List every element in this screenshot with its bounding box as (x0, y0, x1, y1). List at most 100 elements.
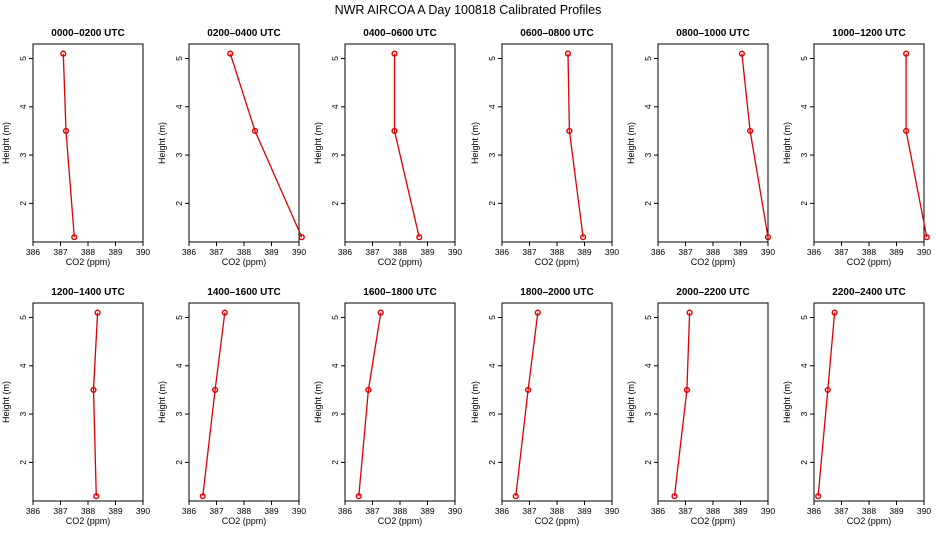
data-point (391, 50, 398, 57)
x-tick-label: 389 (733, 506, 747, 516)
y-axis-label: Height (m) (782, 122, 792, 164)
plot-frame (32, 43, 144, 243)
data-point (298, 234, 305, 241)
x-tick-label: 387 (522, 506, 536, 516)
profile-line (358, 312, 382, 497)
panel-title: 1400–1600 UTC (207, 287, 280, 298)
data-point (923, 234, 930, 241)
x-tick-label: 387 (678, 247, 692, 257)
x-tick-label: 387 (522, 247, 536, 257)
data-point (365, 386, 372, 394)
panel-title: 0800–1000 UTC (676, 28, 749, 39)
panel-10: 1800–2000 UTC 386 387 388 389 390 2 3 4 5 CO2 (ppm… (470, 287, 619, 526)
x-tick-label: 390 (917, 506, 931, 516)
y-tick-label: 3 (487, 152, 497, 157)
data-point (580, 234, 587, 241)
y-tick-label: 4 (487, 104, 497, 109)
figure-title: NWR AIRCOA A Day 100818 Calibrated Profi… (335, 3, 602, 17)
x-tick-label: 386 (495, 506, 509, 516)
panel-6: 1000–1200 UTC 386 387 388 389 390 2 3 4 5 CO2 (ppm… (782, 28, 931, 267)
x-tick-label: 389 (420, 247, 434, 257)
x-tick-label: 390 (761, 247, 775, 257)
y-tick-label: 2 (330, 201, 340, 206)
y-tick-label: 5 (487, 315, 497, 320)
y-tick-label: 3 (799, 152, 809, 157)
data-point (815, 493, 822, 500)
data-point (747, 127, 754, 135)
x-tick-label: 388 (81, 506, 95, 516)
data-point (566, 127, 573, 135)
x-axis-label: CO2 (ppm) (378, 516, 423, 526)
x-tick-label: 386 (26, 247, 40, 257)
x-axis-label: CO2 (ppm) (691, 516, 736, 526)
y-tick-label: 4 (174, 363, 184, 368)
x-tick-label: 389 (420, 506, 434, 516)
y-tick-label: 3 (487, 411, 497, 416)
x-tick-label: 389 (264, 247, 278, 257)
panels: 0000–0200 UTC 386 387 388 389 390 2 3 4 5 CO2 (ppm… (1, 28, 931, 526)
x-tick-label: 386 (338, 247, 352, 257)
x-tick-label: 388 (237, 506, 251, 516)
x-tick-label: 388 (706, 247, 720, 257)
plot-frame (188, 43, 300, 243)
y-tick-label: 3 (18, 152, 28, 157)
y-axis-label: Height (m) (313, 122, 323, 164)
y-axis-label: Height (m) (157, 381, 167, 423)
data-point (90, 386, 97, 394)
x-tick-label: 389 (108, 506, 122, 516)
y-tick-label: 4 (799, 104, 809, 109)
plot-frame (501, 43, 613, 243)
panel-9: 1600–1800 UTC 386 387 388 389 390 2 3 4 5 CO2 (ppm… (313, 287, 462, 526)
x-tick-label: 389 (889, 506, 903, 516)
x-tick-label: 390 (448, 506, 462, 516)
y-tick-label: 2 (799, 460, 809, 465)
data-point (251, 127, 259, 135)
x-tick-label: 387 (365, 506, 379, 516)
x-axis-label: CO2 (ppm) (847, 257, 892, 267)
x-tick-label: 390 (761, 506, 775, 516)
y-tick-label: 4 (18, 104, 28, 109)
y-tick-label: 5 (18, 315, 28, 320)
panel-title: 0000–0200 UTC (51, 28, 124, 39)
x-tick-label: 386 (807, 506, 821, 516)
data-point (212, 386, 219, 394)
x-tick-label: 390 (292, 506, 306, 516)
y-tick-label: 2 (18, 460, 28, 465)
data-point (512, 493, 519, 500)
panel-5: 0800–1000 UTC 386 387 388 389 390 2 3 4 5 CO2 (ppm… (626, 28, 775, 267)
data-point (416, 234, 423, 241)
data-point (824, 386, 831, 394)
y-tick-label: 3 (799, 411, 809, 416)
x-tick-label: 390 (917, 247, 931, 257)
data-point (71, 234, 78, 241)
data-point (227, 50, 234, 57)
y-tick-label: 4 (643, 363, 653, 368)
y-axis-label: Height (m) (157, 122, 167, 164)
x-tick-label: 387 (834, 506, 848, 516)
data-point (534, 309, 541, 316)
panel-title: 2000–2200 UTC (676, 287, 749, 298)
y-tick-label: 5 (330, 315, 340, 320)
x-axis-label: CO2 (ppm) (535, 257, 580, 267)
panel-title: 0600–0800 UTC (520, 28, 593, 39)
data-point (686, 309, 693, 316)
y-tick-label: 4 (18, 363, 28, 368)
profile-line (567, 53, 584, 238)
y-axis-label: Height (m) (1, 122, 11, 164)
panel-title: 2200–2400 UTC (832, 287, 905, 298)
y-axis-label: Height (m) (313, 381, 323, 423)
x-axis-label: CO2 (ppm) (66, 516, 111, 526)
y-tick-label: 4 (330, 363, 340, 368)
panel-title: 1800–2000 UTC (520, 287, 593, 298)
y-axis-label: Height (m) (470, 381, 480, 423)
y-tick-label: 4 (330, 104, 340, 109)
y-tick-label: 2 (330, 460, 340, 465)
panel-4: 0600–0800 UTC 386 387 388 389 390 2 3 4 5 CO2 (ppm… (470, 28, 619, 267)
data-point (377, 309, 384, 316)
y-axis-label: Height (m) (470, 122, 480, 164)
x-tick-label: 390 (605, 247, 619, 257)
x-tick-label: 388 (393, 506, 407, 516)
x-tick-label: 388 (81, 247, 95, 257)
profile-line (393, 53, 420, 238)
data-point (391, 127, 398, 135)
